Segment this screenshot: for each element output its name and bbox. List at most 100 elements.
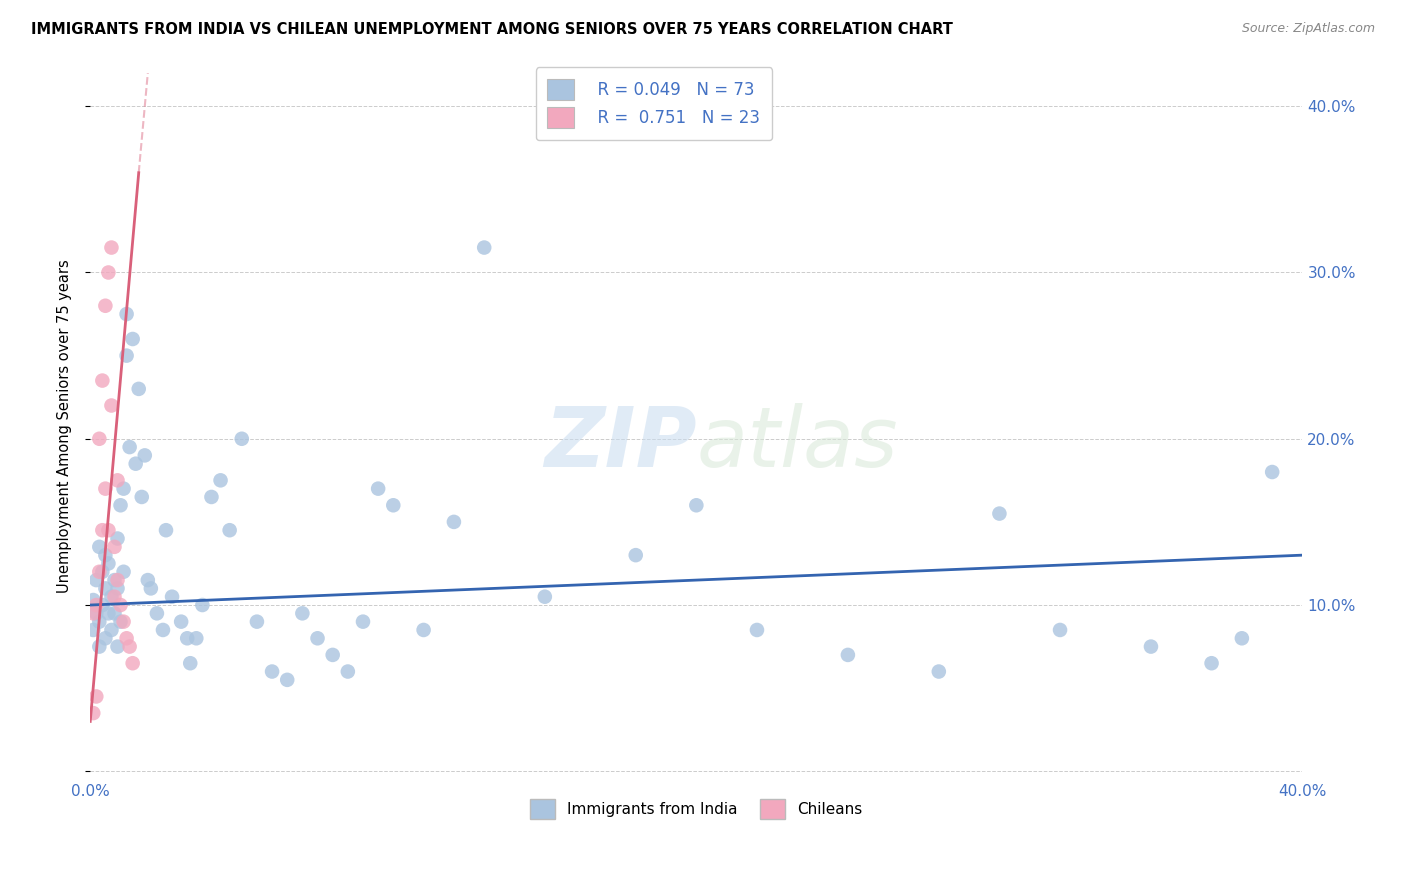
Point: [89, 615, 111, 629]
Point: [131, 490, 153, 504]
Point: [103, 540, 125, 554]
Text: Source: ZipAtlas.com: Source: ZipAtlas.com: [1241, 22, 1375, 36]
Point: [231, 432, 253, 446]
Point: [84, 573, 107, 587]
Point: [97, 607, 120, 621]
Point: [103, 607, 125, 621]
Point: [110, 615, 132, 629]
Point: [472, 241, 495, 255]
Point: [307, 632, 329, 646]
Point: [82, 593, 104, 607]
Point: [152, 623, 174, 637]
Point: [136, 573, 159, 587]
Point: [745, 623, 768, 637]
Point: [443, 515, 465, 529]
Point: [103, 573, 125, 587]
Point: [100, 590, 122, 604]
Legend: Immigrants from India, Chileans: Immigrants from India, Chileans: [524, 793, 869, 825]
Point: [115, 632, 138, 646]
Point: [84, 607, 107, 621]
Point: [322, 648, 344, 662]
Point: [1230, 632, 1253, 646]
Point: [412, 623, 434, 637]
Point: [1261, 465, 1284, 479]
Point: [837, 648, 859, 662]
Point: [179, 657, 201, 671]
Point: [176, 632, 198, 646]
Point: [352, 615, 374, 629]
Point: [84, 598, 107, 612]
Text: atlas: atlas: [696, 403, 898, 484]
Point: [97, 523, 120, 537]
Point: [100, 399, 122, 413]
Point: [94, 482, 117, 496]
Point: [97, 265, 120, 279]
Point: [534, 590, 557, 604]
Point: [382, 498, 405, 512]
Point: [97, 557, 120, 571]
Point: [246, 615, 269, 629]
Point: [186, 632, 208, 646]
Point: [928, 665, 950, 679]
Point: [160, 590, 183, 604]
Point: [82, 623, 104, 637]
Point: [94, 299, 117, 313]
Point: [988, 507, 1011, 521]
Text: ZIP: ZIP: [544, 403, 696, 484]
Point: [89, 540, 111, 554]
Point: [110, 598, 132, 612]
Point: [291, 607, 314, 621]
Point: [100, 623, 122, 637]
Y-axis label: Unemployment Among Seniors over 75 years: Unemployment Among Seniors over 75 years: [58, 260, 72, 593]
Point: [624, 548, 647, 562]
Point: [91, 523, 114, 537]
Point: [84, 690, 107, 704]
Point: [115, 307, 138, 321]
Point: [128, 382, 150, 396]
Point: [118, 440, 141, 454]
Text: IMMIGRANTS FROM INDIA VS CHILEAN UNEMPLOYMENT AMONG SENIORS OVER 75 YEARS CORREL: IMMIGRANTS FROM INDIA VS CHILEAN UNEMPLO…: [31, 22, 953, 37]
Point: [336, 665, 359, 679]
Point: [276, 673, 298, 687]
Point: [121, 332, 143, 346]
Point: [134, 449, 156, 463]
Point: [107, 473, 129, 487]
Point: [94, 582, 117, 596]
Point: [94, 632, 117, 646]
Point: [107, 573, 129, 587]
Point: [107, 582, 129, 596]
Point: [107, 532, 129, 546]
Point: [112, 482, 135, 496]
Point: [146, 607, 169, 621]
Point: [125, 457, 148, 471]
Point: [262, 665, 284, 679]
Point: [209, 473, 232, 487]
Point: [191, 598, 214, 612]
Point: [367, 482, 389, 496]
Point: [91, 598, 114, 612]
Point: [155, 523, 177, 537]
Point: [685, 498, 707, 512]
Point: [121, 657, 143, 671]
Point: [82, 706, 104, 720]
Point: [89, 432, 111, 446]
Point: [200, 490, 222, 504]
Point: [107, 640, 129, 654]
Point: [94, 548, 117, 562]
Point: [110, 498, 132, 512]
Point: [89, 565, 111, 579]
Point: [89, 640, 111, 654]
Point: [139, 582, 162, 596]
Point: [1201, 657, 1223, 671]
Point: [82, 607, 104, 621]
Point: [91, 374, 114, 388]
Point: [91, 565, 114, 579]
Point: [112, 565, 135, 579]
Point: [218, 523, 240, 537]
Point: [115, 349, 138, 363]
Point: [100, 241, 122, 255]
Point: [103, 590, 125, 604]
Point: [1049, 623, 1071, 637]
Point: [1140, 640, 1163, 654]
Point: [170, 615, 193, 629]
